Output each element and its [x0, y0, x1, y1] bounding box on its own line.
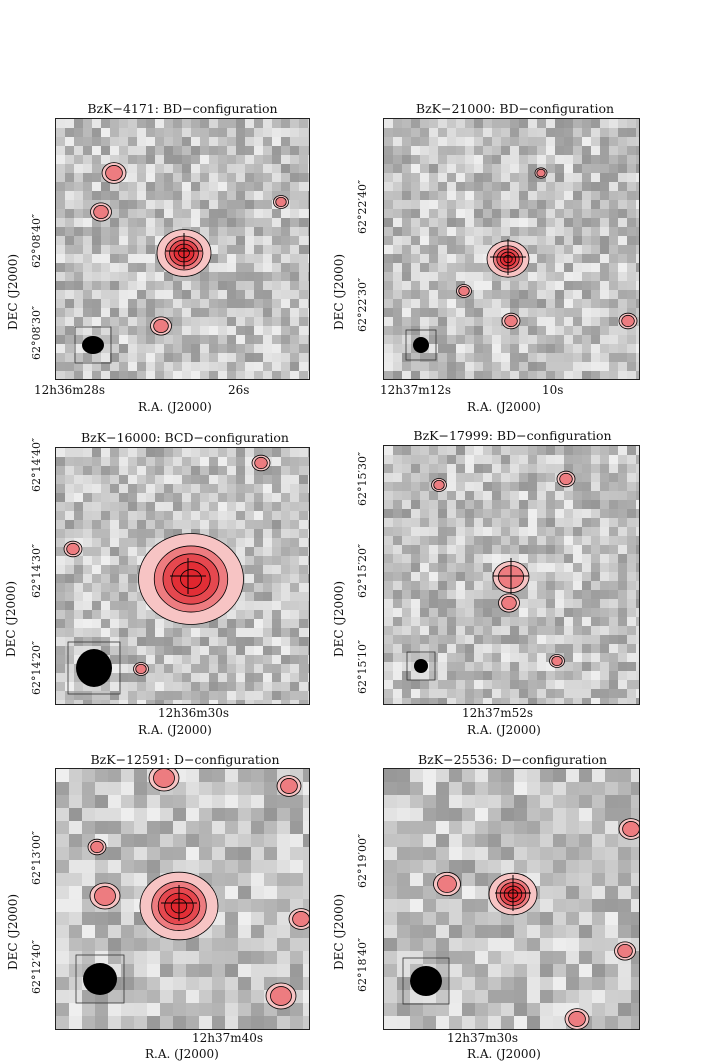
y-axis-label: DEC (J2000)	[6, 253, 20, 330]
x-axis-label: R.A. (J2000)	[467, 723, 541, 737]
y-tick-label: 62°15′20″	[356, 543, 369, 598]
source-position-cross	[170, 558, 206, 594]
noise-image	[56, 119, 309, 379]
noise-image	[56, 769, 309, 1029]
beam-box	[67, 641, 121, 695]
y-tick-label: 62°22′30″	[356, 277, 369, 332]
emission-contour	[133, 662, 149, 676]
y-tick-label: 62°14′40″	[30, 437, 43, 492]
panel-title: BzK−25536: D−configuration	[417, 752, 608, 767]
x-axis-label: R.A. (J2000)	[467, 1047, 541, 1061]
x-axis-label: R.A. (J2000)	[467, 400, 541, 414]
y-tick-label: 62°15′30″	[356, 451, 369, 506]
radio-map	[383, 118, 640, 380]
noise-image	[384, 769, 639, 1029]
noise-image	[384, 119, 639, 379]
x-tick-label: 12h36m30s	[158, 706, 230, 720]
emission-contour	[90, 202, 112, 222]
emission-contour	[549, 654, 565, 668]
y-tick-label: 62°13′00″	[30, 830, 43, 885]
emission-contour	[433, 871, 461, 897]
y-tick-label: 62°19′00″	[356, 833, 369, 888]
synthesized-beam	[83, 963, 117, 995]
emission-contour	[251, 454, 271, 472]
x-tick-label: 12h37m52s	[462, 706, 534, 720]
radio-map	[55, 118, 310, 380]
synthesized-beam	[413, 337, 429, 353]
emission-contour	[556, 470, 576, 488]
radio-map	[55, 768, 310, 1030]
x-tick-label: 12h36m28s	[34, 383, 106, 397]
emission-contour	[456, 284, 472, 298]
y-tick-label: 62°08′30″	[30, 305, 43, 360]
synthesized-beam	[414, 659, 428, 673]
source-position-cross	[493, 558, 529, 594]
emission-contour	[63, 540, 83, 558]
emission-contour	[564, 1008, 590, 1029]
panel-title: BzK−17999: BD−configuration	[413, 428, 612, 443]
emission-contour	[138, 533, 244, 625]
source-position-cross	[490, 239, 526, 275]
emission-contour	[618, 818, 639, 840]
y-tick-label: 62°14′20″	[30, 640, 43, 695]
beam-box	[406, 651, 436, 681]
source-position-cross	[166, 233, 202, 269]
emission-contour	[101, 162, 127, 184]
emission-contour	[148, 769, 180, 792]
emission-contour	[273, 195, 289, 209]
emission-contour	[87, 838, 107, 856]
y-axis-label: DEC (J2000)	[6, 893, 20, 970]
panel-title: BzK−12591: D−configuration	[90, 752, 280, 767]
emission-contour	[614, 941, 636, 961]
radio-map	[383, 768, 640, 1030]
x-tick-label: 12h37m30s	[447, 1031, 519, 1045]
y-tick-label: 62°12′40″	[30, 939, 43, 994]
synthesized-beam	[82, 336, 104, 354]
panel-title: BzK−4171: BD−configuration	[87, 101, 278, 116]
emission-contour	[276, 775, 302, 797]
synthesized-beam	[76, 649, 112, 687]
beam-box	[74, 326, 112, 364]
beam-box	[75, 954, 125, 1004]
panel-title: BzK−16000: BCD−configuration	[80, 430, 289, 445]
emission-contour	[89, 882, 121, 910]
emission-contour	[498, 593, 520, 613]
panel-title: BzK−21000: BD−configuration	[415, 101, 615, 116]
radio-map	[55, 447, 310, 705]
emission-contour	[501, 312, 521, 330]
noise-image	[384, 446, 639, 704]
y-axis-label: DEC (J2000)	[332, 893, 346, 970]
beam-box	[405, 329, 437, 361]
x-tick-label: 26s	[228, 383, 250, 397]
emission-contour	[534, 167, 548, 179]
source-position-cross	[161, 885, 197, 921]
x-axis-label: R.A. (J2000)	[145, 1047, 219, 1061]
x-tick-label: 12h37m12s	[380, 383, 452, 397]
x-tick-label: 10s	[542, 383, 564, 397]
emission-contour	[431, 478, 447, 492]
emission-contour	[288, 908, 309, 930]
beam-box	[402, 957, 450, 1005]
x-axis-label: R.A. (J2000)	[138, 723, 212, 737]
y-axis-label: DEC (J2000)	[332, 580, 346, 657]
y-axis-label: DEC (J2000)	[4, 580, 18, 657]
y-tick-label: 62°18′40″	[356, 937, 369, 992]
y-tick-label: 62°08′40″	[30, 213, 43, 268]
noise-image	[56, 448, 309, 704]
emission-contour	[150, 316, 172, 336]
synthesized-beam	[410, 966, 442, 996]
y-tick-label: 62°14′30″	[30, 543, 43, 598]
source-position-cross	[495, 875, 531, 911]
radio-map	[383, 445, 640, 705]
x-tick-label: 12h37m40s	[192, 1031, 264, 1045]
emission-contour	[265, 982, 297, 1010]
y-tick-label: 62°15′10″	[356, 639, 369, 694]
y-axis-label: DEC (J2000)	[332, 253, 346, 330]
x-axis-label: R.A. (J2000)	[138, 400, 212, 414]
y-tick-label: 62°22′40″	[356, 179, 369, 234]
emission-contour	[618, 312, 638, 330]
